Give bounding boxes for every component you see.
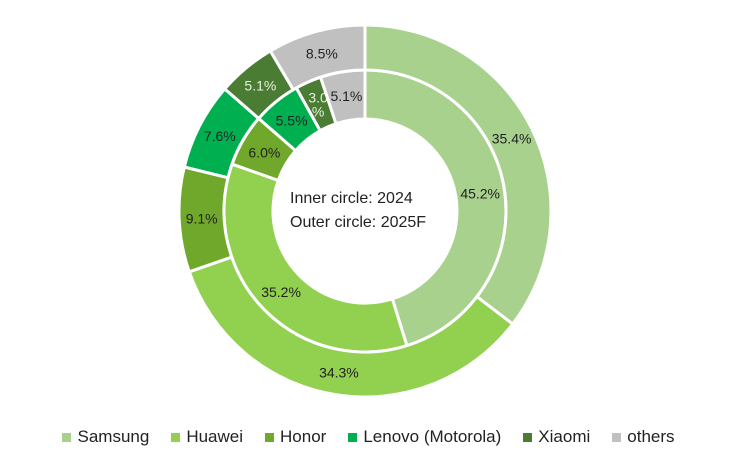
center-annotation: Inner circle: 2024 Outer circle: 2025F — [290, 187, 426, 235]
legend-label: Honor — [280, 427, 327, 446]
legend-item: Samsung — [62, 427, 149, 447]
legend-swatch — [265, 432, 275, 442]
data-label: 5.1% — [244, 77, 276, 93]
legend-swatch — [612, 432, 622, 442]
legend-item: Lenovo (Motorola) — [348, 427, 501, 447]
data-label: 5.1% — [330, 88, 362, 104]
data-label: 5.5% — [276, 113, 308, 129]
legend-label: Lenovo (Motorola) — [363, 427, 502, 446]
slice-outer-huawei — [187, 255, 515, 399]
data-label: 35.2% — [261, 284, 301, 300]
legend-swatch — [171, 432, 181, 442]
data-label: 35.4% — [492, 131, 532, 147]
legend-label: Xiaomi — [538, 427, 591, 446]
legend-item: Honor — [265, 427, 326, 447]
legend-label: Huawei — [186, 427, 244, 446]
donut-chart: 45.2%35.2%6.0%5.5%3.0 %5.1%35.4%34.3%9.1%… — [177, 23, 553, 399]
slice-outer-samsung — [363, 23, 553, 327]
legend-label: others — [627, 427, 675, 446]
legend-swatch — [523, 432, 533, 442]
legend-swatch — [348, 432, 358, 442]
data-label: 8.5% — [306, 45, 338, 61]
legend-item: Huawei — [171, 427, 243, 447]
legend-item: Xiaomi — [523, 427, 590, 447]
data-label: 7.6% — [204, 128, 236, 144]
data-label: 6.0% — [248, 144, 280, 160]
legend-item: others — [612, 427, 675, 447]
legend-label: Samsung — [77, 427, 150, 446]
data-label: 45.2% — [460, 185, 500, 201]
outer-circle-note: Outer circle: 2025F — [290, 214, 427, 231]
data-label: 9.1% — [186, 211, 218, 227]
slice-outer-others — [268, 23, 367, 92]
legend-swatch — [62, 432, 72, 442]
inner-circle-note: Inner circle: 2024 — [290, 190, 413, 207]
data-label: 34.3% — [319, 364, 359, 380]
data-label: 3.0% — [308, 89, 328, 119]
legend: Samsung Huawei Honor Lenovo (Motorola) Xiaom… — [0, 427, 737, 447]
